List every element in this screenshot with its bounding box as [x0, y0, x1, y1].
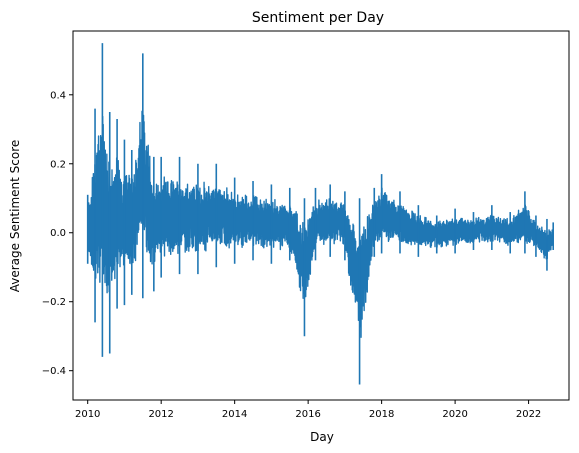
x-tick-label: 2016 [295, 409, 320, 420]
axes-frame [72, 30, 570, 401]
sentiment-series-line [87, 110, 554, 338]
y-tick-label: −0.4 [42, 366, 66, 377]
y-tick-label: 0.0 [50, 228, 66, 239]
y-axis-label: Average Sentiment Score [8, 140, 22, 293]
x-tick-label: 2018 [369, 409, 394, 420]
x-ticks: 2010 2012 2014 2016 2018 2020 2022 [75, 400, 541, 420]
x-tick-label: 2012 [148, 409, 173, 420]
x-tick-label: 2010 [75, 409, 100, 420]
y-ticks: −0.4 −0.2 0.0 0.2 0.4 [42, 90, 73, 377]
x-tick-label: 2022 [516, 409, 541, 420]
x-tick-label: 2014 [222, 409, 247, 420]
chart-title: Sentiment per Day [252, 10, 384, 26]
y-tick-label: 0.2 [50, 159, 66, 170]
x-tick-label: 2020 [442, 409, 467, 420]
y-tick-label: −0.2 [42, 297, 66, 308]
x-axis-label: Day [310, 430, 334, 444]
plot-area [86, 43, 555, 385]
y-tick-label: 0.4 [50, 90, 66, 101]
